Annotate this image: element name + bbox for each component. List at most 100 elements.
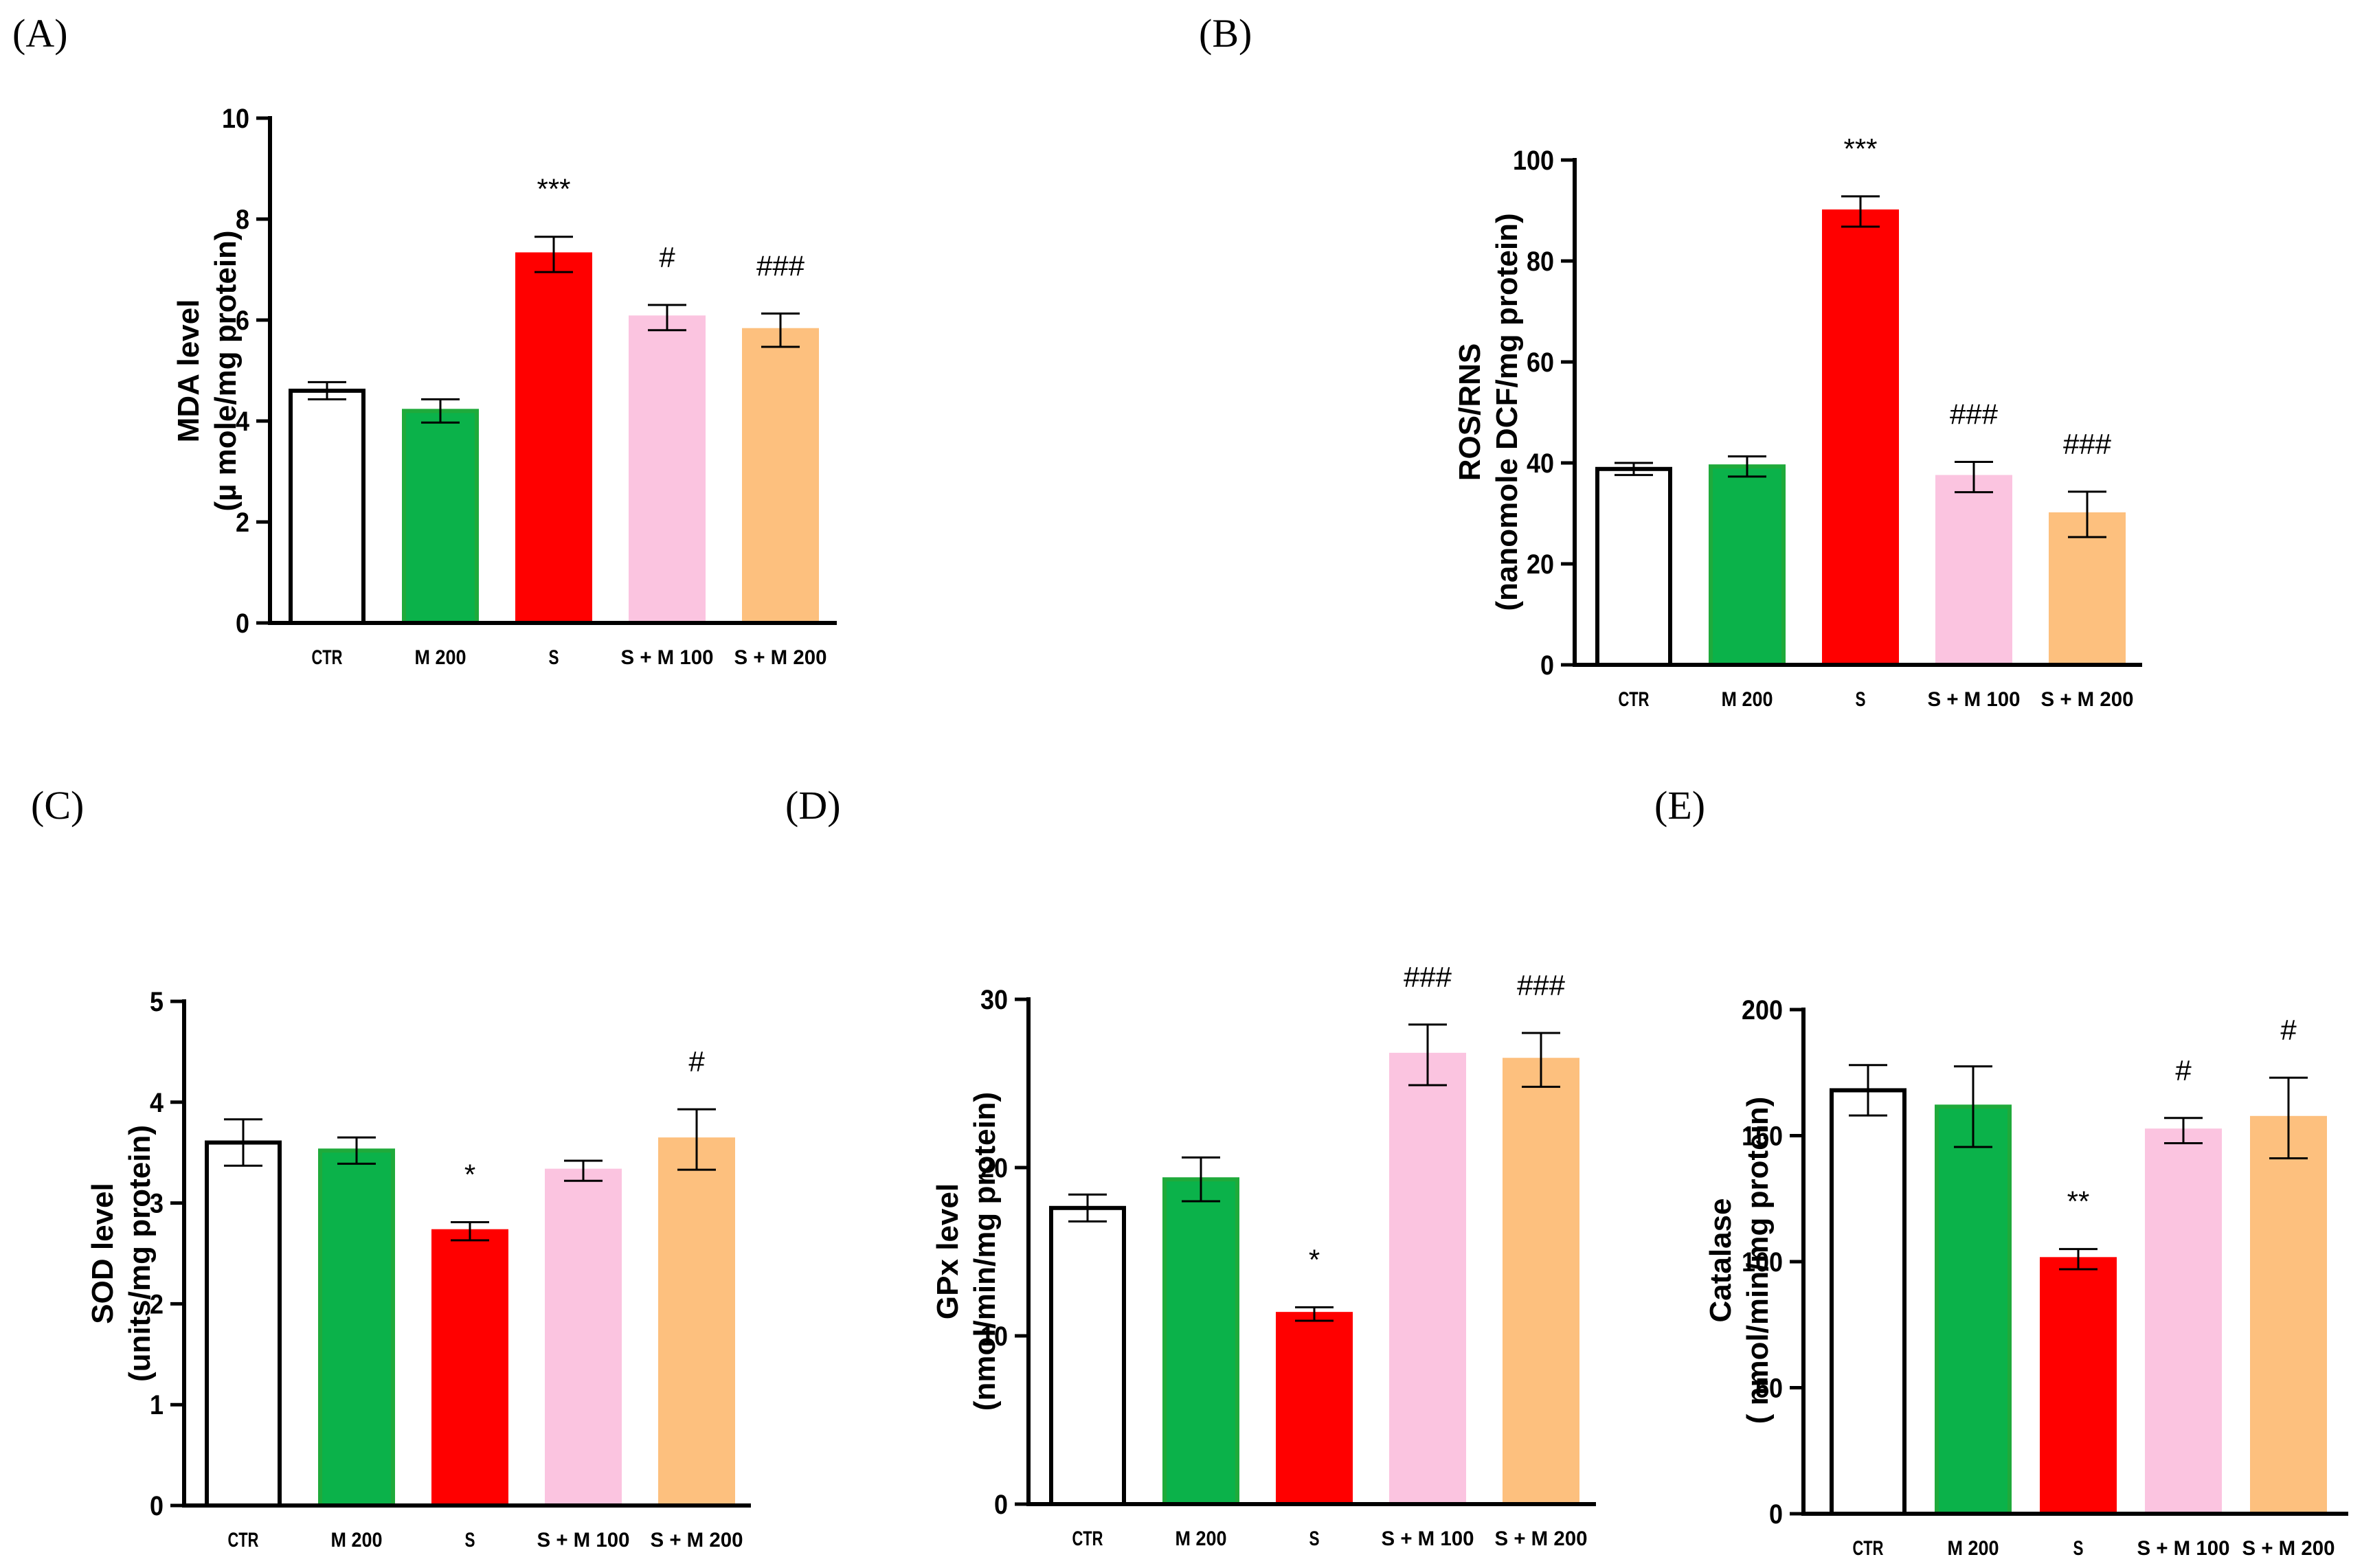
significance-marker: *** xyxy=(537,173,570,205)
significance-marker: ### xyxy=(1404,961,1452,993)
category-label: S + M 100 xyxy=(2137,1537,2230,1560)
y-tick-label: 20 xyxy=(1527,549,1554,580)
chart-panel-e: (E) 0 50 100 150 200 CTR M 200 ** S # S + M 100 # S +… xyxy=(1654,783,2348,1560)
y-tick-label: 60 xyxy=(1527,348,1554,378)
category-label: S xyxy=(2073,1537,2084,1560)
y-axis-title-line2: ( nmol/min/mg protein) xyxy=(1741,1097,1775,1424)
category-label: S xyxy=(549,646,559,669)
y-axis-title-line1: SOD level xyxy=(86,1183,120,1323)
y-tick-label: 100 xyxy=(1513,146,1554,176)
y-axis-title: Catalase( nmol/min/mg protein) xyxy=(1704,1097,1775,1424)
y-tick-label: 2 xyxy=(236,508,249,538)
bar-s xyxy=(1822,209,1899,668)
bar-s-m-200 xyxy=(2049,512,2126,667)
significance-marker: # xyxy=(2175,1054,2192,1087)
y-tick-label: 10 xyxy=(222,104,249,134)
significance-marker: # xyxy=(2280,1014,2297,1046)
category-label: S + M 200 xyxy=(1495,1527,1588,1550)
bar-s-m-100 xyxy=(1935,475,2012,668)
bar-s xyxy=(2040,1257,2117,1516)
category-label: S + M 100 xyxy=(537,1529,630,1552)
y-tick-label: 5 xyxy=(150,987,164,1017)
bar-s-m-200 xyxy=(2250,1115,2327,1516)
y-axis-title-line2: (nmol/min/mg protein) xyxy=(968,1092,1002,1411)
category-label: S + M 200 xyxy=(2242,1537,2335,1560)
category-label: CTR xyxy=(1072,1527,1103,1550)
category-label: M 200 xyxy=(415,646,466,669)
bar-m-200 xyxy=(318,1148,395,1508)
bar-s-m-100 xyxy=(545,1168,622,1508)
y-tick-label: 8 xyxy=(236,205,249,235)
category-label: M 200 xyxy=(331,1529,383,1552)
y-tick-label: 30 xyxy=(980,985,1008,1015)
bar-s xyxy=(431,1229,508,1508)
significance-marker: ** xyxy=(2067,1185,2090,1218)
significance-marker: # xyxy=(688,1045,705,1078)
category-label: M 200 xyxy=(1722,688,1773,711)
significance-marker: ### xyxy=(1950,398,1999,431)
category-label: S + M 200 xyxy=(734,646,827,669)
y-tick-label: 2 xyxy=(150,1289,164,1319)
significance-marker: ### xyxy=(2063,428,2112,460)
panel-letter: (E) xyxy=(1654,783,1705,828)
y-tick-label: 100 xyxy=(1742,1247,1783,1277)
category-label: CTR xyxy=(1853,1537,1884,1560)
y-axis-title-line1: GPx level xyxy=(931,1183,965,1319)
y-tick-label: 50 xyxy=(1755,1374,1783,1404)
bar-s-m-200 xyxy=(742,328,819,625)
y-axis-title-line2: (nanomole DCF/mg protein) xyxy=(1490,213,1524,611)
category-label: M 200 xyxy=(1176,1527,1227,1550)
y-axis-title-line1: Catalase xyxy=(1704,1198,1737,1322)
y-tick-label: 200 xyxy=(1742,995,1783,1025)
category-label: CTR xyxy=(1619,688,1650,711)
category-label: S xyxy=(465,1529,475,1552)
y-tick-label: 4 xyxy=(150,1088,164,1118)
y-tick-label: 80 xyxy=(1527,247,1554,277)
y-tick-label: 0 xyxy=(994,1490,1008,1520)
panel-letter: (C) xyxy=(31,783,84,828)
y-tick-label: 0 xyxy=(1769,1499,1783,1530)
panel-letter: (A) xyxy=(12,11,68,56)
bar-ctr xyxy=(1049,1205,1126,1507)
significance-marker: * xyxy=(1309,1243,1320,1275)
significance-marker: ### xyxy=(756,249,805,282)
y-axis-title-line2: (µ mole/mg protein) xyxy=(209,230,243,511)
bar-m-200 xyxy=(1709,464,1786,668)
significance-marker: # xyxy=(659,241,675,273)
y-axis-title: MDA level (µ mole/mg protein) xyxy=(172,230,243,511)
y-tick-label: 0 xyxy=(150,1491,164,1521)
bar-s xyxy=(515,252,592,625)
y-axis-title-line2: (units/mg protein) xyxy=(123,1125,157,1382)
y-axis-title-line1: ROS/RNS xyxy=(1453,343,1487,481)
significance-marker: * xyxy=(464,1158,475,1190)
bar-s-m-100 xyxy=(629,315,706,625)
y-tick-label: 0 xyxy=(1540,650,1554,681)
y-tick-label: 40 xyxy=(1527,448,1554,479)
y-tick-label: 3 xyxy=(150,1189,164,1219)
bar-s-m-200 xyxy=(658,1137,735,1508)
chart-panel-d: (D) 0 10 20 30 CTR M 200 * S ### S + M 100 ### S + M… xyxy=(785,783,1596,1550)
bar-m-200 xyxy=(1935,1104,2012,1516)
panel-letter: (B) xyxy=(1199,11,1252,56)
y-tick-label: 4 xyxy=(236,407,250,437)
bar-m-200 xyxy=(402,409,479,625)
y-tick-label: 0 xyxy=(236,609,249,639)
bar-ctr xyxy=(205,1140,282,1508)
bar-ctr xyxy=(1595,466,1672,667)
category-label: S xyxy=(1309,1527,1320,1550)
category-label: S + M 200 xyxy=(651,1529,743,1552)
y-tick-label: 150 xyxy=(1742,1122,1783,1152)
bar-m-200 xyxy=(1162,1177,1239,1507)
y-axis-title-line1: MDA level xyxy=(172,299,205,443)
significance-marker: *** xyxy=(1843,133,1877,165)
bar-s-m-200 xyxy=(1503,1058,1579,1506)
bar-s-m-100 xyxy=(2145,1128,2222,1516)
y-tick-label: 20 xyxy=(980,1153,1008,1183)
category-label: S + M 100 xyxy=(1928,688,2021,711)
panel-letter: (D) xyxy=(785,783,841,828)
category-label: S + M 100 xyxy=(621,646,714,669)
bar-ctr xyxy=(289,388,365,626)
y-axis-title: SOD level (units/mg protein) xyxy=(86,1125,157,1382)
